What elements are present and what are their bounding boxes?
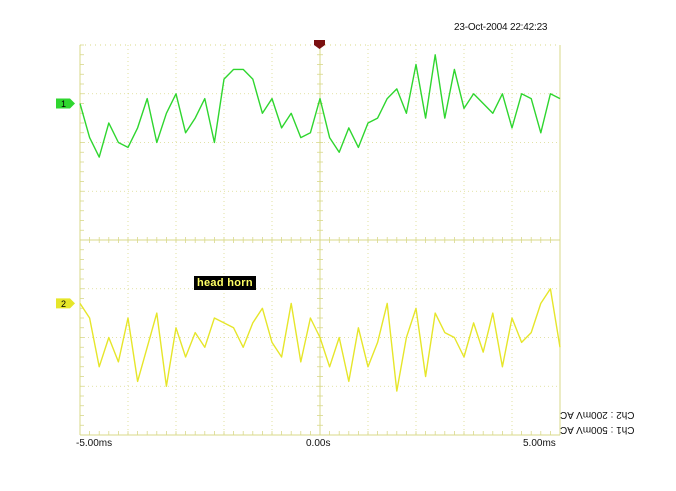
x-tick-label-right: 5.00ms (523, 438, 556, 449)
timestamp: 23-Oct-2004 22:42:23 (454, 22, 548, 33)
channel-2-trace (79, 288, 561, 392)
x-tick-label-left: -5.00ms (76, 438, 113, 449)
graticule (79, 44, 561, 436)
channel-1-trace (79, 54, 561, 158)
channel-1-settings: Ch1 : 500mV AC (560, 424, 635, 435)
channel-2-marker-label: 2 (61, 299, 66, 309)
annotation-label: head horn (194, 276, 256, 290)
channel-markers: 12 (56, 98, 75, 309)
channel-2-marker: 2 (56, 298, 75, 309)
trigger-position-marker (314, 40, 325, 49)
x-tick-label-center: 0.00s (306, 438, 331, 449)
channel-1-marker-label: 1 (61, 99, 66, 109)
channel-2-settings: Ch2 : 200mV AC (560, 409, 635, 420)
channel-1-marker: 1 (56, 98, 75, 109)
